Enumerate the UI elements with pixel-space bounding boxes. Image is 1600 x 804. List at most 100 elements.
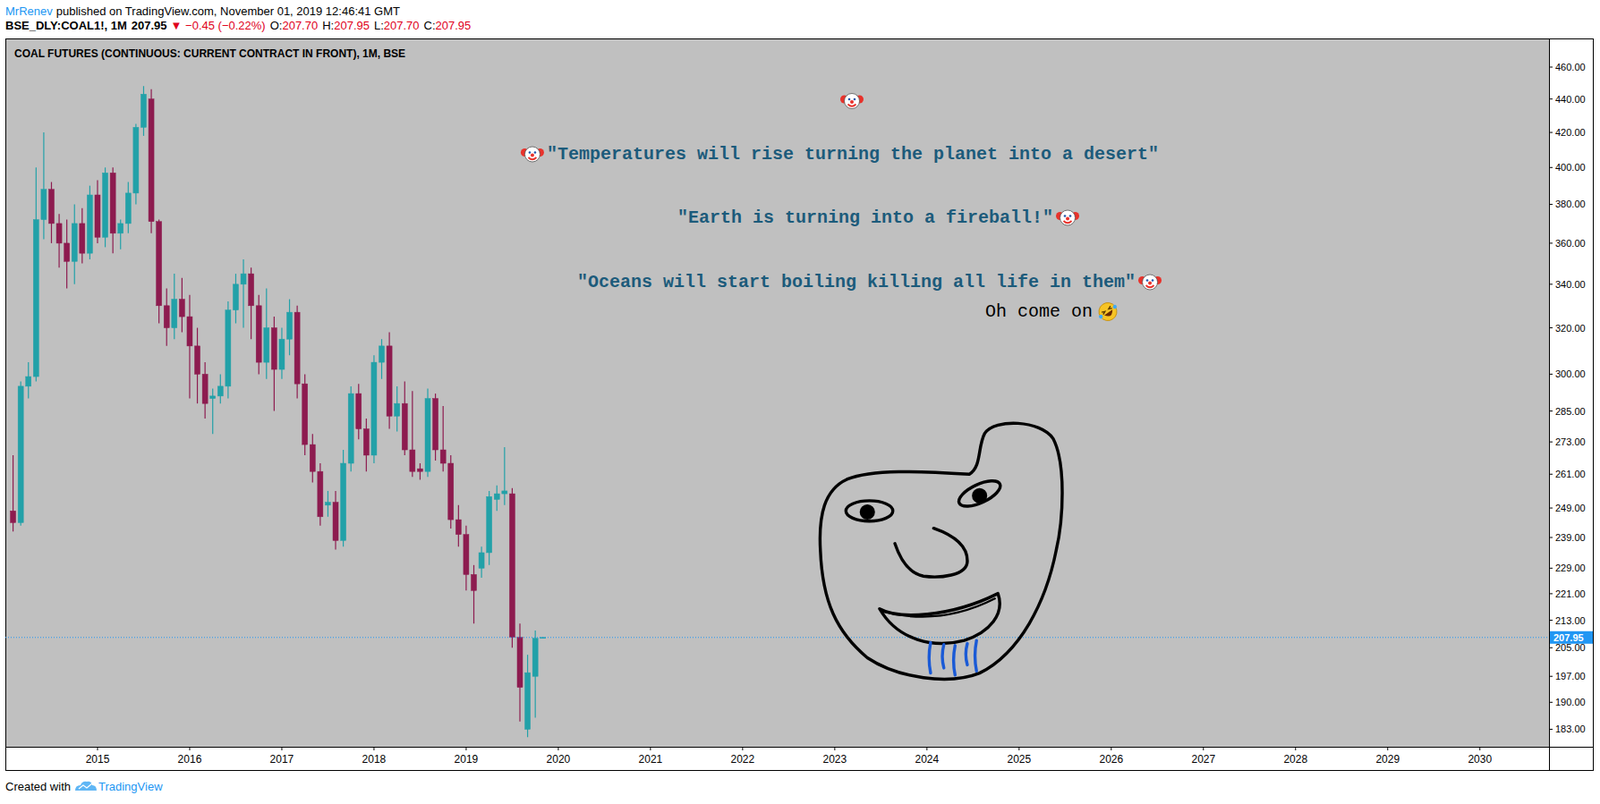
ohlc-key: C: (424, 18, 436, 33)
face-eye (955, 476, 1005, 512)
y-tick (1548, 442, 1553, 443)
last-price-label: 207.95 (1553, 632, 1584, 644)
clown-icon (1055, 210, 1080, 226)
candle-wick (473, 565, 475, 624)
candle-body (401, 403, 408, 451)
face-eye (845, 501, 893, 522)
candle-body (232, 284, 239, 311)
x-tick (834, 747, 835, 751)
x-tick-label: 2020 (546, 753, 571, 766)
candle-body (525, 672, 531, 730)
face-drool (928, 640, 977, 676)
y-tick (1548, 729, 1553, 731)
ohlc-value: 207.95 (333, 18, 370, 33)
candle-body (348, 393, 354, 464)
drool-line (942, 645, 945, 669)
candle-body (302, 383, 308, 445)
candle-body (463, 535, 469, 576)
candle-wick (42, 132, 44, 239)
candle-body (94, 195, 101, 238)
x-tick-label: 2022 (731, 753, 756, 766)
x-tick-label: 2023 (823, 753, 848, 766)
drawn-face (819, 423, 1063, 680)
clown-icon (1138, 274, 1162, 290)
candle-body (171, 299, 178, 329)
clown-mouth (527, 157, 537, 160)
candle-body (279, 339, 285, 370)
plot-background (5, 38, 1549, 748)
candle-body (102, 172, 109, 238)
x-tick (926, 747, 928, 751)
candle-body (433, 399, 439, 451)
y-tick (1548, 167, 1553, 169)
candle-body (425, 399, 431, 473)
x-axis: 2015201620172018201920202021202220232024… (85, 747, 1493, 766)
x-tick-label: 2024 (914, 753, 939, 766)
candle-body (356, 393, 362, 429)
candle-body (64, 243, 70, 262)
clown-eye (1069, 214, 1073, 218)
candle-body (248, 273, 255, 307)
candle-body (417, 468, 423, 472)
candle-body (163, 306, 170, 329)
x-tick-label: 2028 (1283, 753, 1308, 766)
y-tick (1548, 536, 1553, 538)
face-outline (819, 423, 1063, 680)
ohlc-key: O: (270, 18, 283, 33)
candle-body (486, 496, 493, 554)
chart-title: COAL FUTURES (CONTINUOUS: CURRENT CONTRA… (14, 47, 406, 60)
x-tick (373, 747, 375, 751)
x-tick (557, 747, 559, 751)
x-tick-label: 2026 (1098, 753, 1124, 766)
candle-body (148, 99, 154, 222)
y-tick-label: 249.00 (1555, 502, 1586, 514)
annotation: "Temperatures will rise turning the plan… (546, 144, 1159, 165)
clown-eye (534, 151, 537, 154)
y-tick-label: 273.00 (1555, 436, 1586, 448)
candle-body (386, 346, 392, 417)
y-tick-label: 205.00 (1555, 642, 1586, 654)
y-tick-label: 300.00 (1555, 368, 1586, 380)
x-tick (96, 747, 98, 751)
candle-body (363, 429, 369, 456)
x-tick (1018, 747, 1020, 751)
y-tick-label: 261.00 (1555, 468, 1586, 480)
candle-body (41, 189, 47, 221)
rofl-eye (1101, 310, 1107, 315)
y-tick-label: 420.00 (1555, 127, 1586, 138)
y-tick (1548, 98, 1553, 100)
candle-body (271, 328, 277, 371)
candle-body (294, 312, 300, 384)
clown-nose (850, 100, 854, 104)
ohlc-value: 207.70 (383, 18, 420, 33)
y-tick (1548, 474, 1553, 476)
annotations: "Temperatures will rise turning the plan… (520, 93, 1162, 326)
candle-body (448, 463, 454, 520)
y-tick (1548, 508, 1553, 510)
drool-line (953, 646, 956, 676)
chart-root: MrRenevpublished on TradingView.com, Nov… (0, 0, 1600, 804)
last-price-line (5, 637, 1549, 639)
y-tick (1548, 283, 1553, 285)
published: published on TradingView.com, November 0… (56, 4, 400, 18)
rofl-eye (1107, 306, 1113, 310)
candle-body (287, 312, 293, 340)
x-tick-label: 2015 (85, 753, 111, 766)
y-tick-label: 285.00 (1555, 406, 1586, 418)
candle-body (217, 386, 223, 397)
y-tick-label: 460.00 (1555, 61, 1586, 73)
tv-logo-cloud (75, 782, 97, 792)
candle-wick (503, 447, 505, 506)
page-background (0, 0, 1600, 804)
clown-icon (840, 93, 864, 110)
x-tick-label: 2030 (1467, 753, 1492, 766)
candle-body (187, 316, 193, 347)
candle-body (502, 491, 508, 494)
y-tick-label: 360.00 (1555, 238, 1586, 249)
y-tick-label: 340.00 (1555, 279, 1586, 290)
ohlc-key: L: (374, 18, 384, 33)
candle-body (309, 444, 315, 472)
candle-body (125, 193, 131, 224)
candle-body (240, 273, 247, 285)
drool-line (928, 642, 931, 673)
